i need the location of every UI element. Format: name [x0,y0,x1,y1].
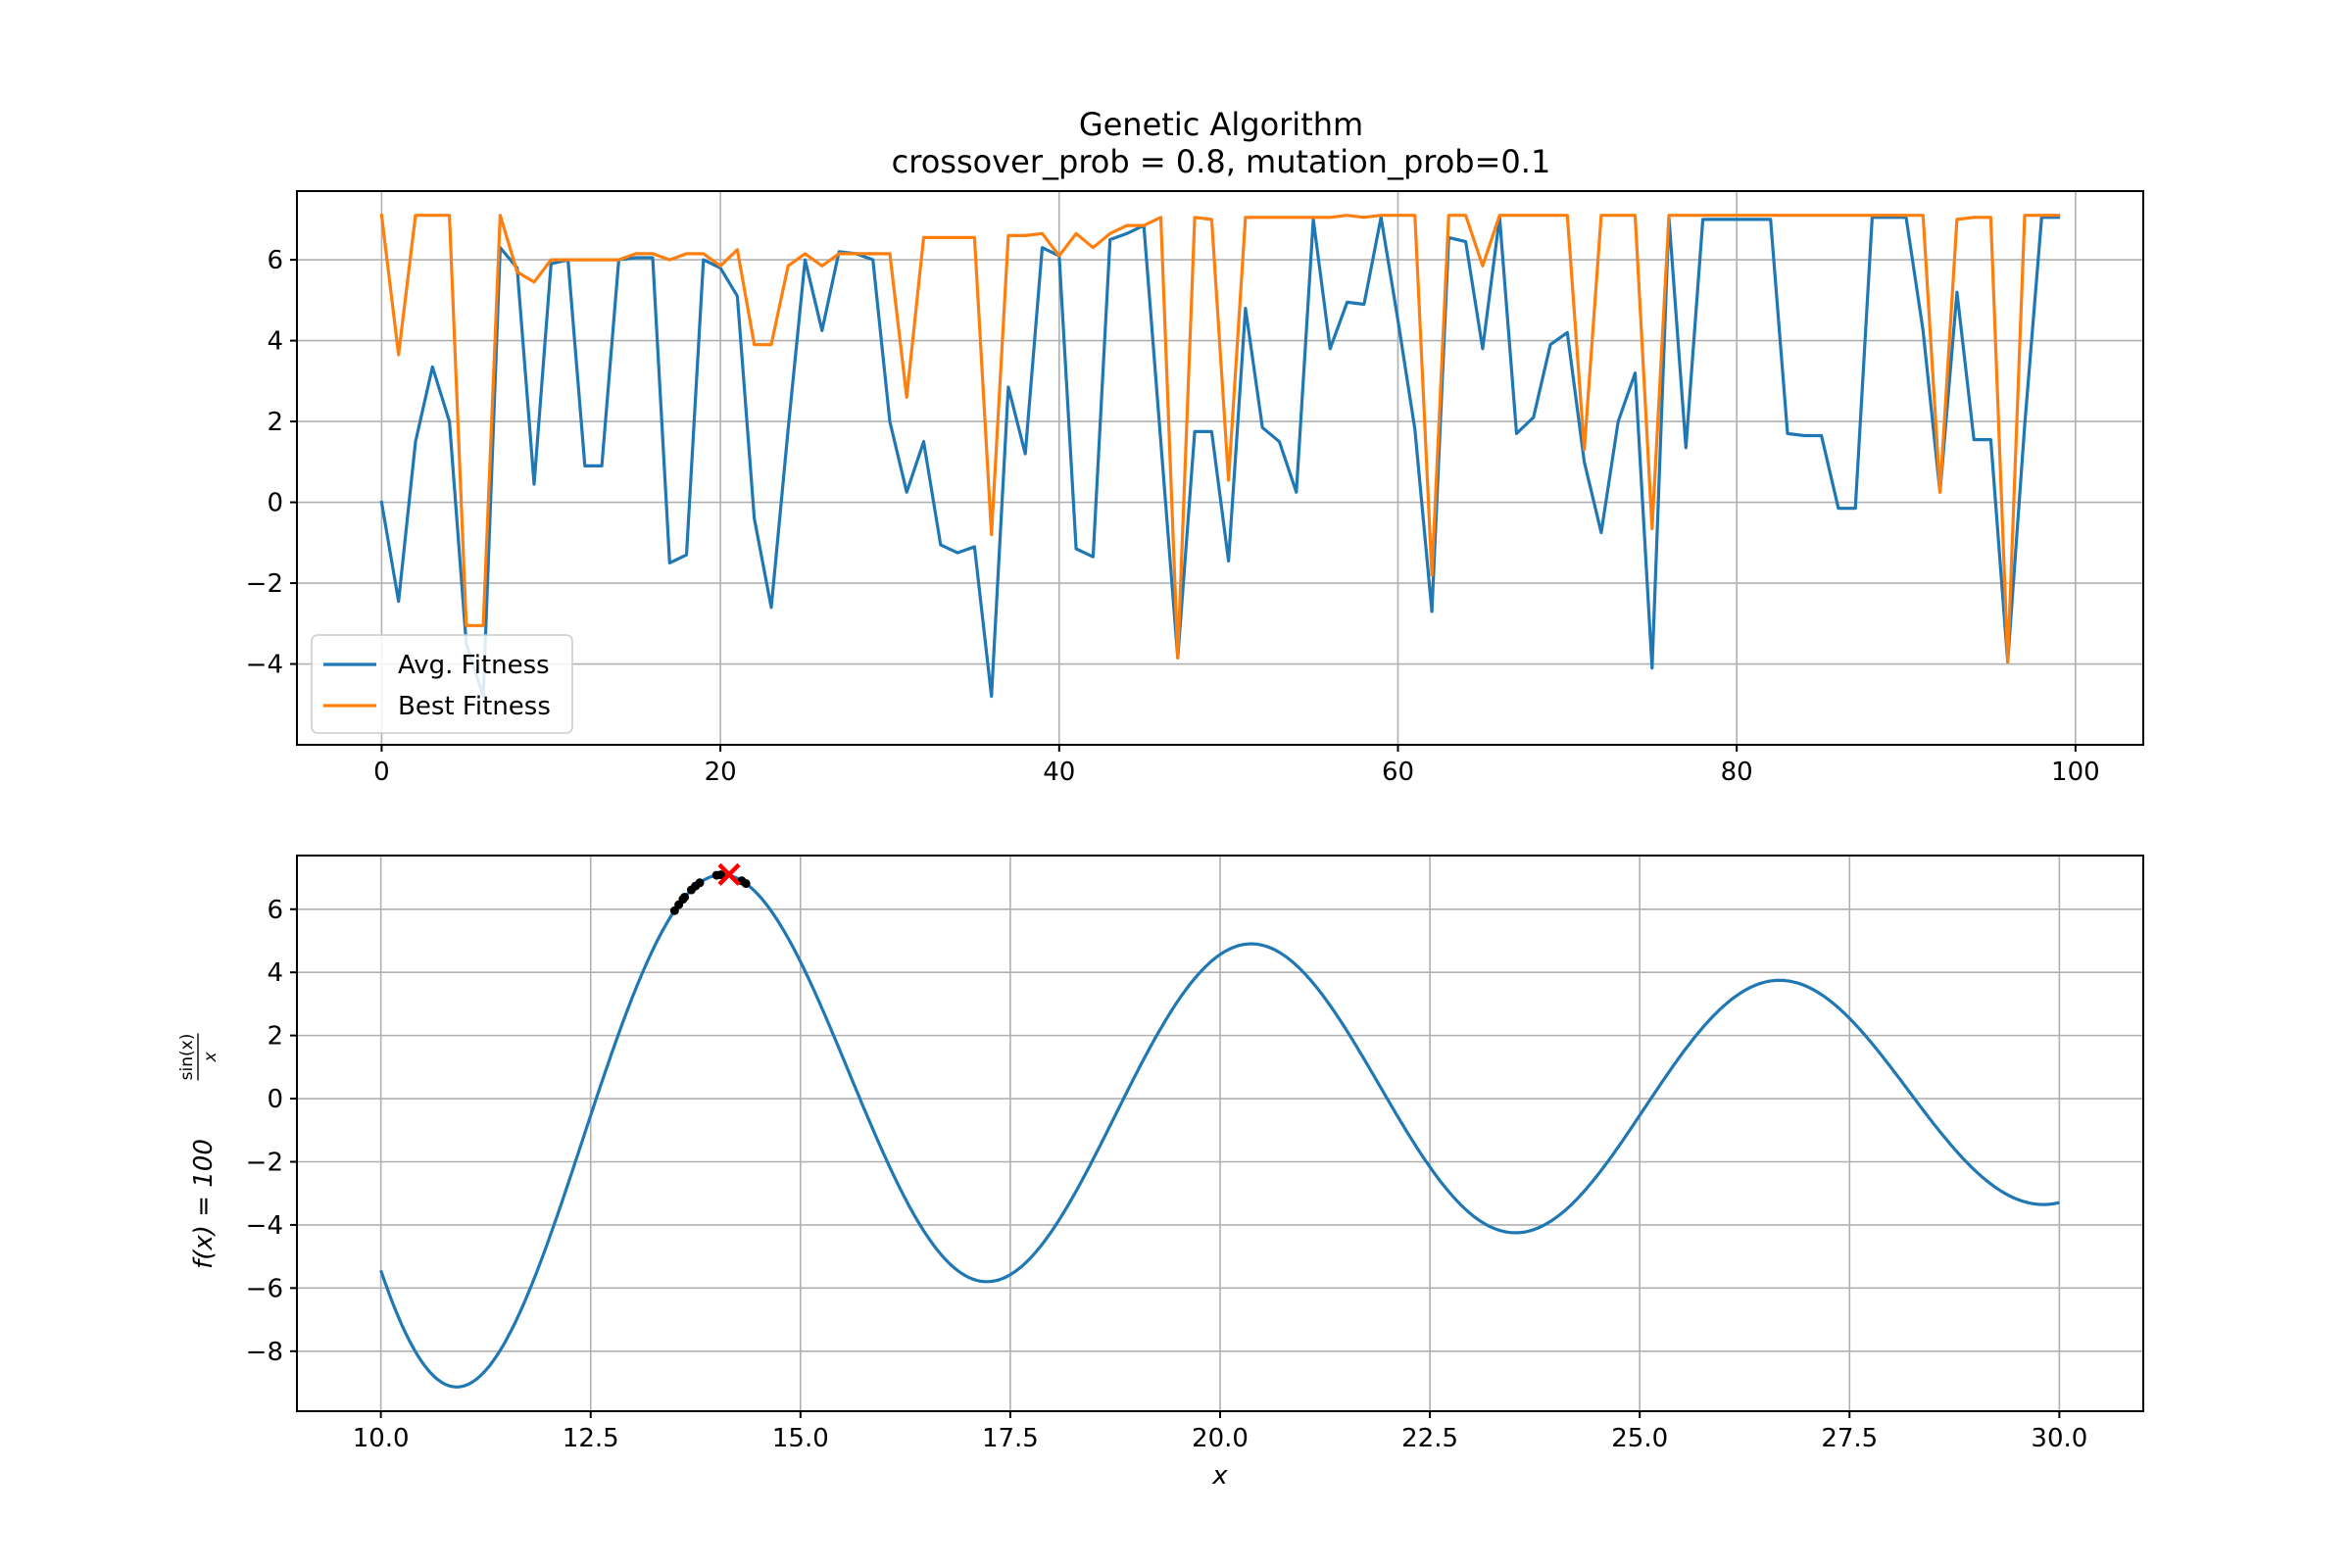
series-line-avg-fitness [379,216,2061,699]
function-curve [379,872,2060,1389]
y-tick-label: 2 [267,408,283,437]
plot-frame [296,855,2144,1412]
series-line-best-fitness [379,213,2061,664]
x-tick-label: 60 [1382,758,1414,787]
x-tick-label: 0 [373,758,390,787]
y-tick-label: 6 [267,896,283,925]
x-tick-label: 17.5 [982,1424,1039,1453]
x-tick-label: 40 [1043,758,1075,787]
x-tick-label: 12.5 [563,1424,619,1453]
population-point [695,878,705,888]
y-tick-label: 6 [267,246,283,275]
y-tick-label: 4 [267,327,283,357]
fitness-axes: 0 20 40 60 80 100 −4 −2 0 2 4 6 Avg. Fitness Best Fit… [246,190,2144,787]
chart-title-line1: Genetic Algorithm [1079,106,1363,143]
best-marker [717,862,741,886]
y-tick-label: −8 [246,1338,283,1367]
best-marker-stroke [717,862,741,886]
population-point [741,879,751,889]
y-tick-label: 0 [267,489,283,518]
y-tick-label: −4 [246,1211,283,1241]
y-axis-label-sup-den: x [201,1052,220,1063]
x-tick-label: 80 [1721,758,1753,787]
y-tick-label: 0 [267,1085,283,1114]
legend-label: Avg. Fitness [398,651,550,680]
x-tick-label: 22.5 [1401,1424,1458,1453]
legend-box [311,634,573,734]
y-tick-label: 4 [267,958,283,988]
y-axis-label: f(x) = 100 sin(x) x [177,1033,220,1269]
y-tick-label: −6 [246,1274,283,1303]
y-tick-label: 2 [267,1022,283,1052]
x-tick-label: 100 [2051,758,2100,787]
y-tick-label: −4 [246,651,283,680]
x-tick-label: 15.0 [772,1424,829,1453]
chart-title-line2: crossover_prob = 0.8, mutation_prob=0.1 [892,143,1551,180]
x-tick-label: 20.0 [1192,1424,1249,1453]
x-tick-label: 20 [705,758,737,787]
population-point [680,892,690,902]
function-axes: 10.0 12.5 15.0 17.5 20.0 22.5 25.0 27.5 30.0 −8 −6… [177,855,2144,1491]
population-point [715,870,725,880]
x-tick-label: 10.0 [353,1424,410,1453]
x-tick-label: 25.0 [1611,1424,1668,1453]
x-tick-label: 30.0 [2031,1424,2087,1453]
y-tick-label: −2 [246,569,283,599]
plot-frame [296,190,2144,746]
x-tick-label: 27.5 [1821,1424,1878,1453]
y-axis-label-sup-num: sin(x) [177,1034,197,1081]
y-axis-label-main: f(x) = 100 [189,1139,219,1269]
legend-label: Best Fitness [398,692,551,721]
x-axis-label: x [1211,1461,1228,1491]
y-tick-label: −2 [246,1148,283,1177]
